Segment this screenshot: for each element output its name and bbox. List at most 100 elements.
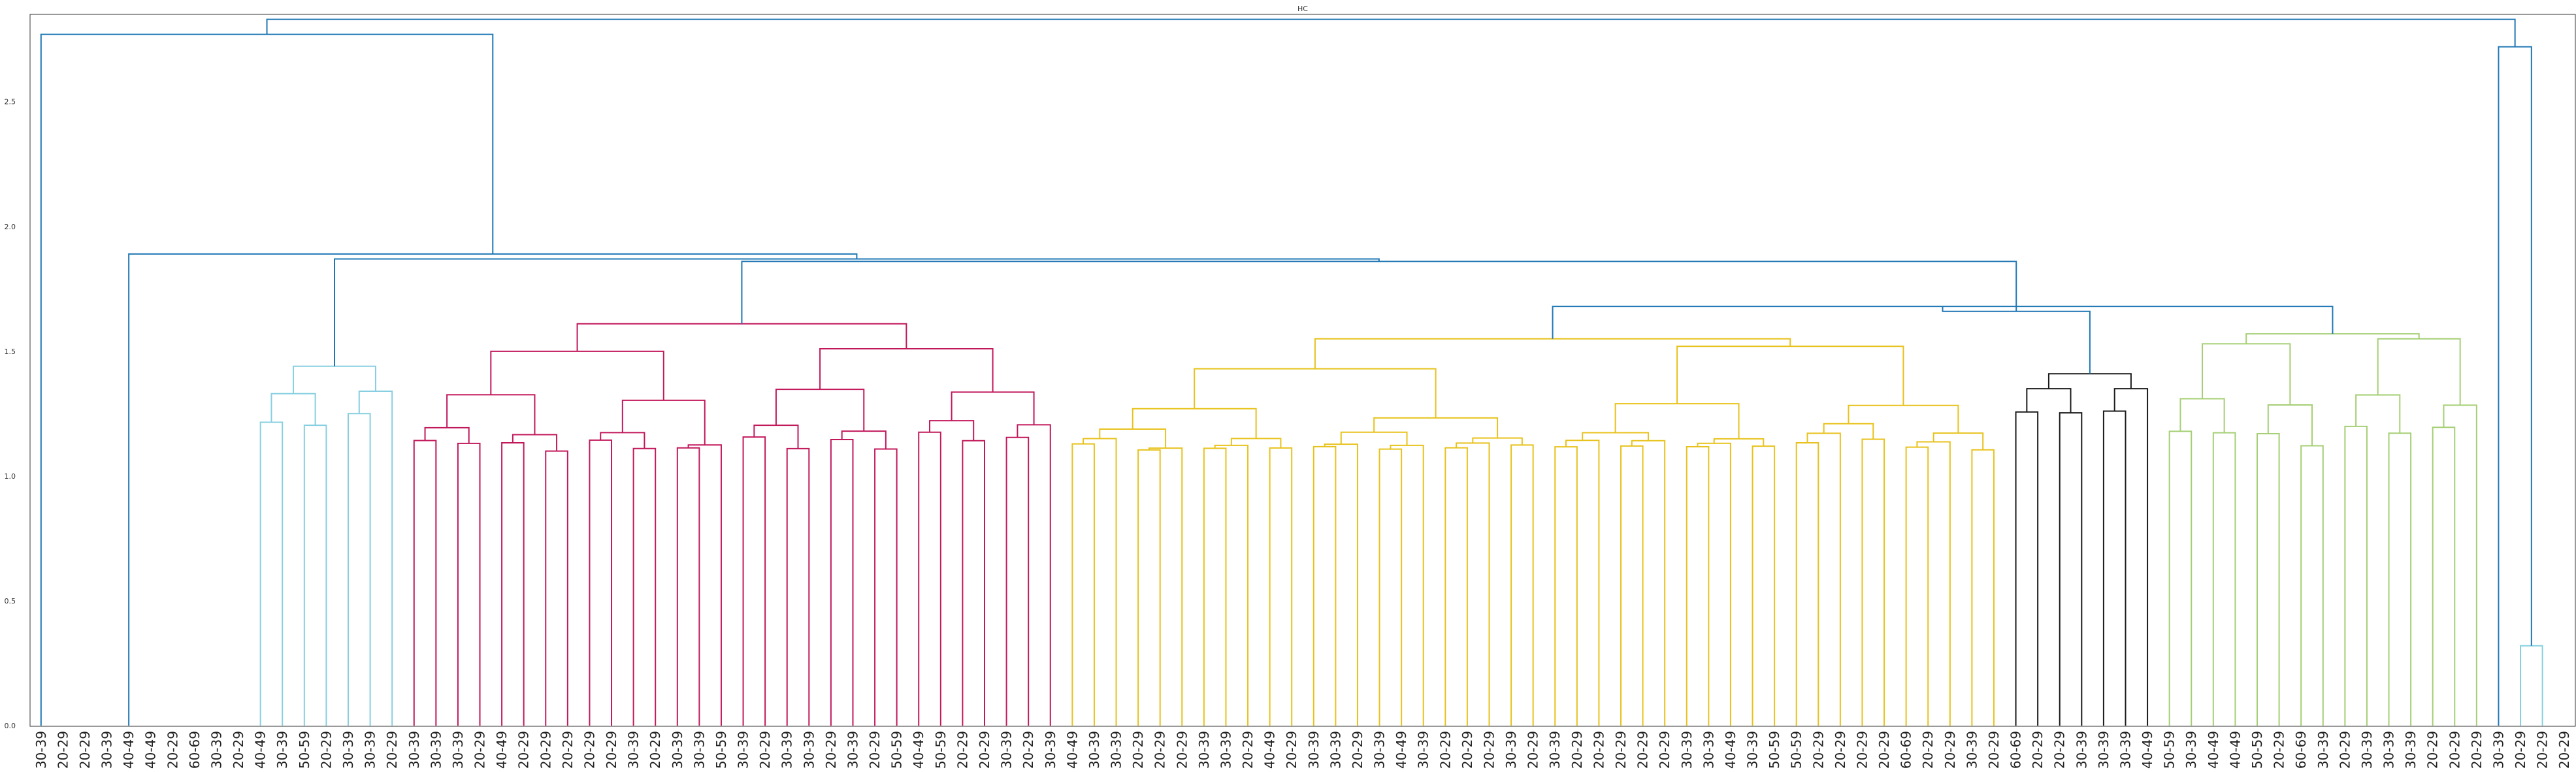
leaf-label: 20-29	[1459, 731, 1475, 769]
dendrogram-link	[1456, 442, 1490, 726]
leaf-label: 30-39	[1745, 731, 1761, 769]
dendrogram-link	[334, 258, 1380, 366]
leaf-label: 30-39	[691, 731, 707, 769]
leaf-label: 20-29	[1174, 731, 1190, 769]
leaf-label: 30-39	[450, 731, 466, 769]
dendrogram-link	[1390, 444, 1424, 726]
dendrogram-link	[2520, 645, 2543, 726]
leaf-label: 20-29	[1437, 731, 1453, 769]
dendrogram-link	[775, 389, 865, 432]
leaf-label: 30-39	[428, 731, 444, 769]
leaf-label: 30-39	[2074, 731, 2089, 769]
dendrogram-link	[1083, 438, 1117, 726]
dendrogram-link	[1373, 417, 1499, 438]
leaf-label: 50-59	[297, 731, 312, 769]
dendrogram-link	[490, 350, 664, 400]
leaf-label: 30-39	[2403, 731, 2419, 769]
leaf-label: 30-39	[845, 731, 860, 769]
dendrogram-link	[1631, 440, 1666, 726]
y-tick-label: 1.0	[5, 472, 16, 481]
dendrogram-link	[1942, 306, 2091, 374]
leaf-label: 20-29	[2447, 731, 2462, 769]
leaf-label: 30-39	[1218, 731, 1233, 769]
leaf-label: 40-49	[1064, 731, 1080, 769]
dendrogram-link	[2355, 394, 2401, 434]
leaf-label: 40-49	[1723, 731, 1738, 769]
leaf-label: 20-29	[1854, 731, 1870, 769]
dendrogram-link	[1017, 424, 1051, 726]
leaf-label: 60-69	[187, 731, 203, 769]
dendrogram-link	[1314, 338, 1791, 369]
leaf-label: 30-39	[1679, 731, 1695, 769]
plot-frame	[29, 14, 2576, 727]
dendrogram-link	[1132, 408, 1257, 439]
dendrogram-link	[2015, 411, 2039, 726]
dendrogram-link	[1861, 438, 1885, 726]
dendrogram-link	[576, 323, 907, 351]
leaf-label: 20-29	[2337, 731, 2353, 769]
leaf-label: 30-39	[363, 731, 378, 769]
leaf-label: 20-29	[560, 731, 576, 769]
dendrogram-link	[2300, 445, 2324, 726]
leaf-label: 30-39	[1196, 731, 1212, 769]
dendrogram-links	[40, 18, 2543, 726]
leaf-label: 20-29	[2469, 731, 2485, 769]
leaf-label: 20-29	[1350, 731, 1365, 769]
leaf-label: 30-39	[208, 731, 224, 769]
dendrogram-link	[1552, 306, 2334, 339]
dendrogram-link	[819, 348, 994, 393]
leaf-label: 40-49	[253, 731, 269, 769]
leaf-label: 20-29	[538, 731, 553, 769]
leaf-label: 30-39	[999, 731, 1015, 769]
dendrogram-link	[1916, 441, 1951, 726]
leaf-label: 30-39	[1043, 731, 1058, 769]
leaf-label: 20-29	[384, 731, 400, 769]
dendrogram-link	[1697, 442, 1731, 726]
leaf-label: 40-49	[2140, 731, 2155, 769]
dendrogram-link	[446, 394, 536, 435]
dendrogram-link	[1444, 447, 1468, 726]
dendrogram-link	[1324, 443, 1358, 726]
leaf-label: 20-29	[1020, 731, 1036, 769]
leaf-label: 30-39	[2381, 731, 2397, 769]
leaf-label: 20-29	[1876, 731, 1892, 769]
leaf-label: 20-29	[1810, 731, 1826, 769]
dendrogram-link	[413, 440, 437, 726]
leaf-label: 40-49	[1262, 731, 1278, 769]
dendrogram-link	[1752, 445, 1776, 726]
dendrogram-link	[830, 438, 854, 726]
leaf-label: 20-29	[1635, 731, 1651, 769]
leaf-label: 30-39	[2315, 731, 2331, 769]
dendrogram-link	[424, 426, 470, 443]
leaf-label: 30-39	[99, 731, 115, 769]
leaf-label: 20-29	[318, 731, 334, 769]
leaf-label: 20-29	[516, 731, 532, 769]
leaf-label: 20-29	[604, 731, 619, 769]
leaf-label: 30-39	[2490, 731, 2506, 769]
dendrogram-link	[951, 391, 1035, 425]
leaf-label: 20-29	[867, 731, 883, 769]
leaf-label: 30-39	[801, 731, 817, 769]
leaf-label: 20-29	[757, 731, 773, 769]
dendrogram-link	[1713, 438, 1765, 447]
y-tick-label: 2.5	[5, 98, 16, 106]
dendrogram-link	[2267, 404, 2313, 446]
dendrogram-link	[2202, 343, 2291, 406]
leaf-label: 20-29	[2052, 731, 2068, 769]
dendrogram-link	[1099, 428, 1167, 449]
dendrogram-link	[2212, 432, 2236, 726]
leaf-label: 40-49	[2227, 731, 2243, 769]
dendrogram-link	[303, 425, 327, 726]
dendrogram-link	[2047, 373, 2132, 389]
dendrogram-link	[1312, 445, 1337, 726]
leaf-label: 50-59	[933, 731, 949, 769]
dendrogram-link	[1194, 368, 1437, 418]
leaf-label: 20-29	[2425, 731, 2441, 769]
dendrogram-link	[457, 442, 481, 726]
leaf-label: 20-29	[2556, 731, 2572, 769]
leaf-label: 20-29	[77, 731, 93, 769]
leaf-label: 30-39	[2096, 731, 2111, 769]
dendrogram-link	[786, 447, 810, 726]
dendrogram-link	[589, 439, 613, 726]
